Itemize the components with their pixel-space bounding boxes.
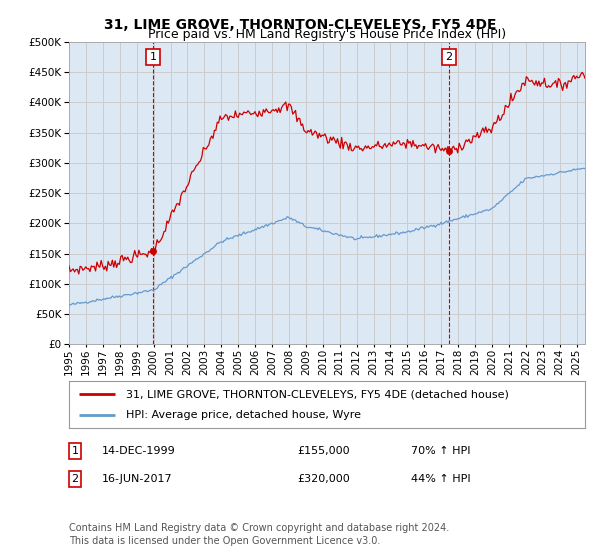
Text: £155,000: £155,000 [297, 446, 350, 456]
Text: 31, LIME GROVE, THORNTON-CLEVELEYS, FY5 4DE: 31, LIME GROVE, THORNTON-CLEVELEYS, FY5 … [104, 18, 496, 32]
Text: 44% ↑ HPI: 44% ↑ HPI [411, 474, 470, 484]
Text: 1: 1 [149, 52, 157, 62]
Text: 14-DEC-1999: 14-DEC-1999 [102, 446, 176, 456]
Title: Price paid vs. HM Land Registry's House Price Index (HPI): Price paid vs. HM Land Registry's House … [148, 28, 506, 41]
Text: 1: 1 [71, 446, 79, 456]
Text: 16-JUN-2017: 16-JUN-2017 [102, 474, 173, 484]
Text: 2: 2 [445, 52, 452, 62]
Text: 70% ↑ HPI: 70% ↑ HPI [411, 446, 470, 456]
Text: 31, LIME GROVE, THORNTON-CLEVELEYS, FY5 4DE (detached house): 31, LIME GROVE, THORNTON-CLEVELEYS, FY5 … [126, 389, 509, 399]
Text: Contains HM Land Registry data © Crown copyright and database right 2024.
This d: Contains HM Land Registry data © Crown c… [69, 523, 449, 546]
Text: 2: 2 [71, 474, 79, 484]
Text: HPI: Average price, detached house, Wyre: HPI: Average price, detached house, Wyre [126, 410, 361, 420]
Text: £320,000: £320,000 [297, 474, 350, 484]
